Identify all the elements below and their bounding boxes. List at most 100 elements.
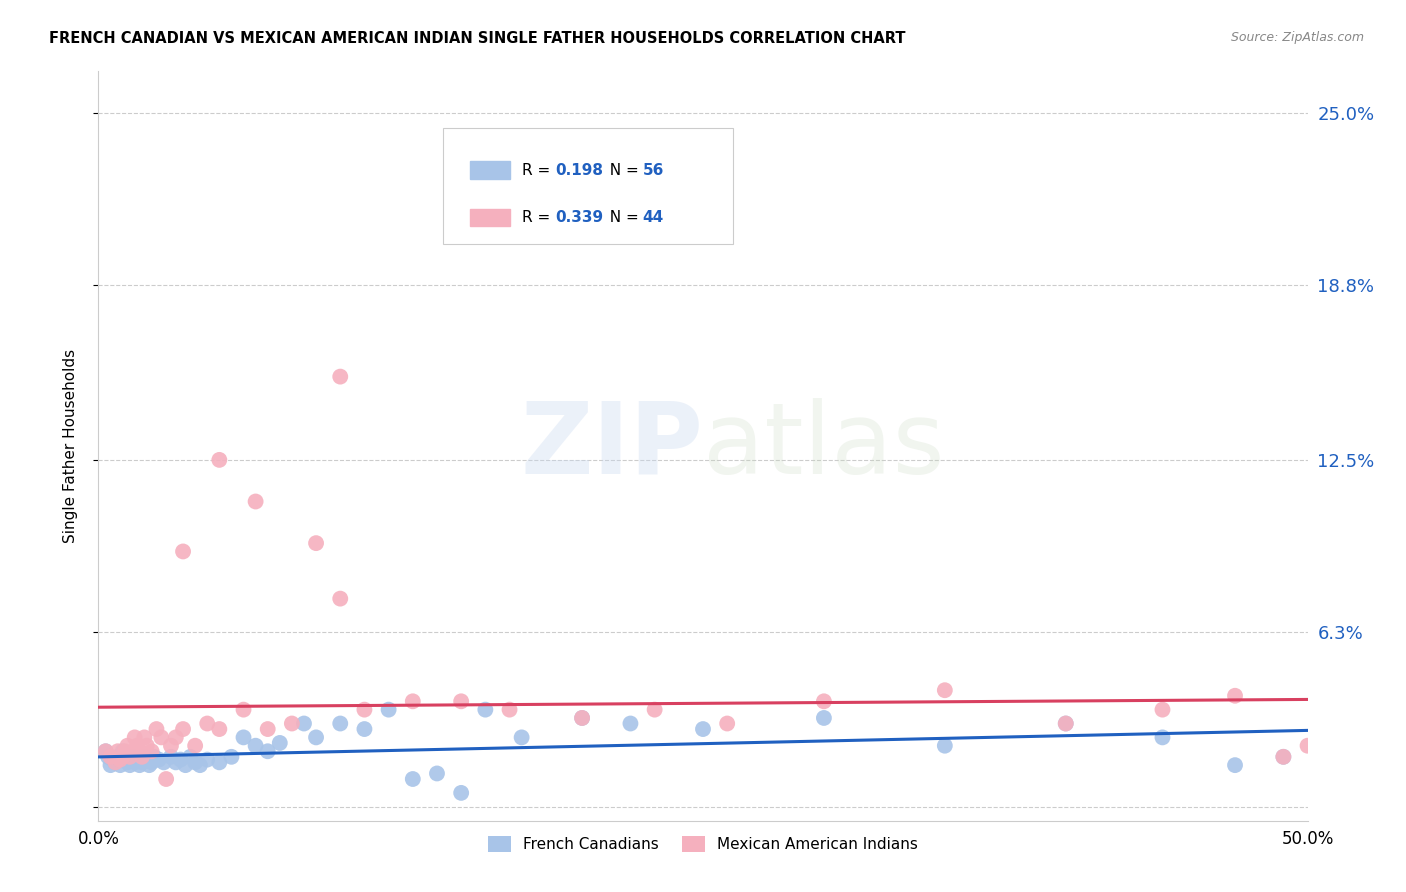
Point [128, 758, 150, 772]
Text: 0.198: 0.198 [555, 163, 603, 178]
Point [813, 694, 835, 708]
Point [165, 756, 187, 770]
FancyBboxPatch shape [470, 161, 510, 178]
Point [450, 786, 472, 800]
Point [165, 731, 187, 745]
Point [138, 758, 160, 772]
Point [208, 453, 231, 467]
FancyBboxPatch shape [443, 128, 734, 244]
Point [377, 703, 399, 717]
Point [450, 694, 472, 708]
Point [571, 711, 593, 725]
Point [160, 749, 183, 764]
Point [281, 716, 304, 731]
Text: N =: N = [600, 163, 644, 178]
Point [107, 749, 129, 764]
Point [107, 744, 129, 758]
Point [353, 722, 375, 736]
Point [108, 758, 131, 772]
Point [128, 744, 150, 758]
Point [150, 731, 173, 745]
Point [1223, 689, 1246, 703]
Point [716, 716, 738, 731]
Point [94, 744, 117, 758]
Point [402, 694, 425, 708]
Point [174, 758, 197, 772]
Point [127, 739, 149, 753]
Point [329, 369, 352, 384]
Point [179, 749, 201, 764]
Point [195, 716, 218, 731]
Text: FRENCH CANADIAN VS MEXICAN AMERICAN INDIAN SINGLE FATHER HOUSEHOLDS CORRELATION : FRENCH CANADIAN VS MEXICAN AMERICAN INDI… [49, 31, 905, 46]
Point [232, 703, 254, 717]
Point [305, 536, 328, 550]
Point [141, 744, 163, 758]
Point [94, 744, 117, 758]
Point [100, 758, 122, 772]
Point [934, 683, 956, 698]
Point [1152, 703, 1174, 717]
Point [571, 711, 593, 725]
Point [114, 744, 136, 758]
Point [934, 739, 956, 753]
Point [100, 749, 122, 764]
Text: ZIP: ZIP [520, 398, 703, 494]
Point [1054, 716, 1077, 731]
Point [474, 703, 496, 717]
Point [1054, 716, 1077, 731]
Point [1223, 758, 1246, 772]
Point [269, 736, 291, 750]
Point [114, 753, 136, 767]
Legend: French Canadians, Mexican American Indians: French Canadians, Mexican American India… [482, 830, 924, 858]
Point [644, 703, 666, 717]
Point [221, 749, 243, 764]
Text: N =: N = [600, 211, 644, 226]
Point [232, 731, 254, 745]
Point [256, 722, 278, 736]
Point [305, 731, 328, 745]
Point [135, 753, 157, 767]
Text: R =: R = [522, 211, 555, 226]
Point [135, 739, 157, 753]
Point [169, 753, 191, 767]
Point [353, 703, 375, 717]
Point [148, 753, 170, 767]
Point [141, 756, 163, 770]
Point [184, 739, 207, 753]
Point [118, 758, 141, 772]
Point [131, 756, 153, 770]
Point [111, 749, 134, 764]
Point [143, 749, 166, 764]
Point [124, 731, 146, 745]
Point [1272, 749, 1295, 764]
Point [117, 739, 139, 753]
Text: 44: 44 [643, 211, 664, 226]
Point [121, 749, 143, 764]
Point [97, 749, 120, 764]
Point [402, 772, 425, 786]
Point [510, 731, 533, 745]
Point [124, 756, 146, 770]
Point [172, 722, 194, 736]
Point [108, 753, 131, 767]
Point [329, 591, 352, 606]
Point [101, 753, 124, 767]
Point [118, 749, 141, 764]
Point [145, 722, 167, 736]
Point [619, 716, 641, 731]
Point [195, 753, 218, 767]
Y-axis label: Single Father Households: Single Father Households [63, 349, 77, 543]
Point [1296, 739, 1319, 753]
Point [813, 711, 835, 725]
Text: atlas: atlas [703, 398, 945, 494]
Point [1272, 749, 1295, 764]
Point [131, 749, 153, 764]
Point [245, 494, 267, 508]
Text: 0.339: 0.339 [555, 211, 603, 226]
Point [152, 756, 174, 770]
Point [155, 772, 177, 786]
Point [692, 722, 714, 736]
Point [498, 703, 520, 717]
Point [292, 716, 315, 731]
Point [245, 739, 267, 753]
